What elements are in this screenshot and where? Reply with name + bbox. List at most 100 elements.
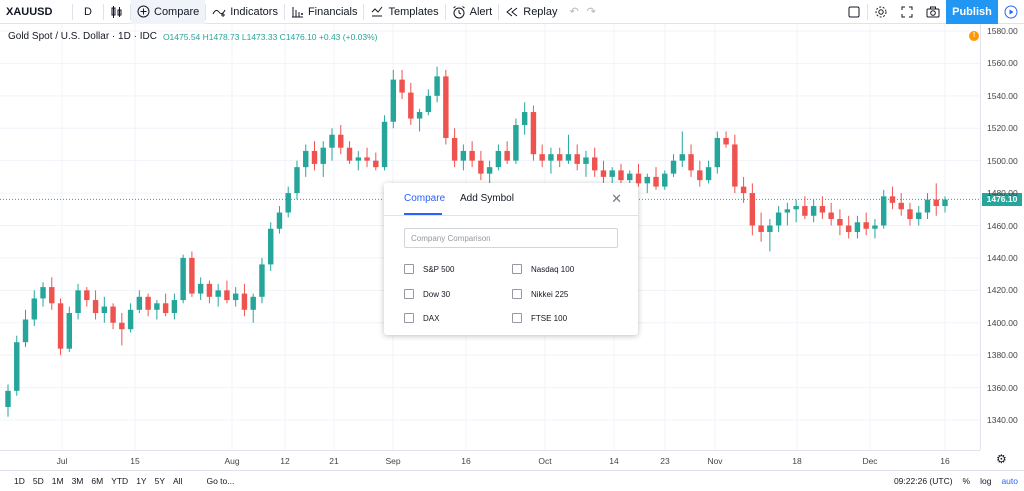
price-tick-label: 1480.00 <box>987 188 1018 199</box>
candle-up <box>320 147 326 164</box>
price-chart[interactable] <box>0 24 980 450</box>
candles-icon <box>111 5 122 18</box>
alert-button[interactable]: Alert <box>446 0 499 24</box>
bar-chart-icon <box>291 7 303 18</box>
time-tick-label: 18 <box>792 456 802 466</box>
checkbox[interactable] <box>512 313 522 323</box>
candle-up <box>679 154 686 161</box>
alarm-clock-icon <box>452 5 465 18</box>
chart-type-button[interactable] <box>104 0 130 24</box>
price-tick-label: 1460.00 <box>987 220 1018 231</box>
gear-icon[interactable]: ⚙ <box>996 452 1007 466</box>
range-button-1d[interactable]: 1D <box>14 475 25 486</box>
candle-up <box>521 112 528 126</box>
time-axis[interactable]: Jul 15 Aug 12 21 Sep 16 Oct 14 23 Nov 18 Dec 16 <box>0 450 980 470</box>
price-tick-label: 1440.00 <box>987 252 1018 263</box>
camera-icon <box>926 6 940 18</box>
candle-up <box>267 228 274 265</box>
clock-readout[interactable]: 09:22:26 (UTC) <box>893 476 953 486</box>
company-comparison-input[interactable] <box>404 228 618 248</box>
active-tab-indicator <box>404 213 442 215</box>
candle-down <box>189 257 195 294</box>
rewind-icon <box>506 7 518 16</box>
checkbox[interactable] <box>512 289 522 299</box>
range-button-all[interactable]: All <box>173 475 183 486</box>
checkbox[interactable] <box>404 313 414 323</box>
candle-up <box>154 303 160 310</box>
snapshot-button[interactable] <box>920 0 946 24</box>
time-tick-label: 21 <box>329 456 339 466</box>
interval-button[interactable]: D <box>73 0 103 24</box>
candle-down <box>732 144 738 187</box>
range-button-1m[interactable]: 1M <box>51 475 64 486</box>
warning-icon[interactable]: ! <box>969 31 979 41</box>
candle-down <box>635 173 642 184</box>
replay-button[interactable]: Replay <box>499 0 563 24</box>
publish-button[interactable]: Publish <box>946 0 998 24</box>
bottom-right: 09:22:26 (UTC) % log auto <box>894 471 1018 491</box>
option-sp500[interactable]: S&P 500 <box>404 264 454 274</box>
candle-up <box>303 150 309 168</box>
goto-button[interactable]: Go to... <box>206 475 235 486</box>
candle-up <box>495 150 502 168</box>
financials-button[interactable]: Financials <box>285 0 364 24</box>
candle-up <box>101 306 108 314</box>
candle-down <box>600 170 607 177</box>
divider <box>867 4 868 20</box>
indicators-button[interactable]: Indicators <box>206 0 284 24</box>
range-button-ytd[interactable]: YTD <box>111 475 129 486</box>
time-tick-label: 15 <box>130 456 140 466</box>
divider <box>130 3 131 20</box>
candle-down <box>845 225 852 232</box>
range-button-5d[interactable]: 5D <box>32 475 44 486</box>
close-icon[interactable]: ✕ <box>611 191 622 206</box>
checkbox[interactable] <box>512 264 522 274</box>
divider <box>498 3 500 20</box>
time-tick-label: Dec <box>862 456 878 466</box>
time-tick-label: 23 <box>660 456 670 466</box>
divider <box>103 3 104 20</box>
templates-button[interactable]: Templates <box>364 0 444 24</box>
fullscreen-button[interactable] <box>894 0 920 24</box>
candle-down <box>162 303 169 314</box>
option-nasdaq100[interactable]: Nasdaq 100 <box>512 264 574 274</box>
candle-up <box>276 212 283 229</box>
candle-down <box>84 290 90 301</box>
option-nikkei225[interactable]: Nikkei 225 <box>512 289 568 299</box>
candle-up <box>916 212 922 220</box>
time-tick-label: Jul <box>56 456 68 466</box>
log-toggle[interactable]: log <box>980 476 992 486</box>
range-button-5y[interactable]: 5Y <box>154 475 165 486</box>
percent-toggle[interactable]: % <box>962 476 971 486</box>
fullscreen-layout-button[interactable] <box>841 0 867 24</box>
candle-up <box>31 298 37 320</box>
symbol-search[interactable]: XAUUSD <box>0 0 72 24</box>
range-button-3m[interactable]: 3M <box>71 475 84 486</box>
price-axis[interactable]: 1476.10 1580.00 1560.00 1540.00 1520.00 1500… <box>980 24 1024 450</box>
play-button[interactable] <box>998 0 1024 24</box>
candle-up <box>662 173 668 187</box>
checkbox[interactable] <box>404 264 414 274</box>
candle-up <box>705 167 712 181</box>
option-dow30[interactable]: Dow 30 <box>404 289 450 299</box>
redo-icon[interactable]: ↷ <box>586 6 596 18</box>
option-label: Nikkei 225 <box>531 289 569 299</box>
candle-up <box>627 173 633 181</box>
checkbox[interactable] <box>404 289 414 299</box>
tab-add-symbol[interactable]: Add Symbol <box>460 193 514 204</box>
auto-toggle[interactable]: auto <box>1001 476 1018 486</box>
option-ftse100[interactable]: FTSE 100 <box>512 313 567 323</box>
option-dax[interactable]: DAX <box>404 313 439 323</box>
compare-button[interactable]: Compare <box>131 0 206 24</box>
option-label: Nasdaq 100 <box>531 264 575 274</box>
time-tick-label: 14 <box>609 456 619 466</box>
candle-up <box>434 76 440 96</box>
undo-icon[interactable]: ↶ <box>569 6 579 18</box>
templates-label: Templates <box>388 5 439 18</box>
settings-button[interactable] <box>868 0 894 24</box>
candle-up <box>22 319 29 343</box>
tab-compare[interactable]: Compare <box>404 193 446 204</box>
range-button-6m[interactable]: 6M <box>91 475 104 486</box>
range-button-1y[interactable]: 1Y <box>136 475 147 486</box>
indicators-icon <box>212 9 226 17</box>
